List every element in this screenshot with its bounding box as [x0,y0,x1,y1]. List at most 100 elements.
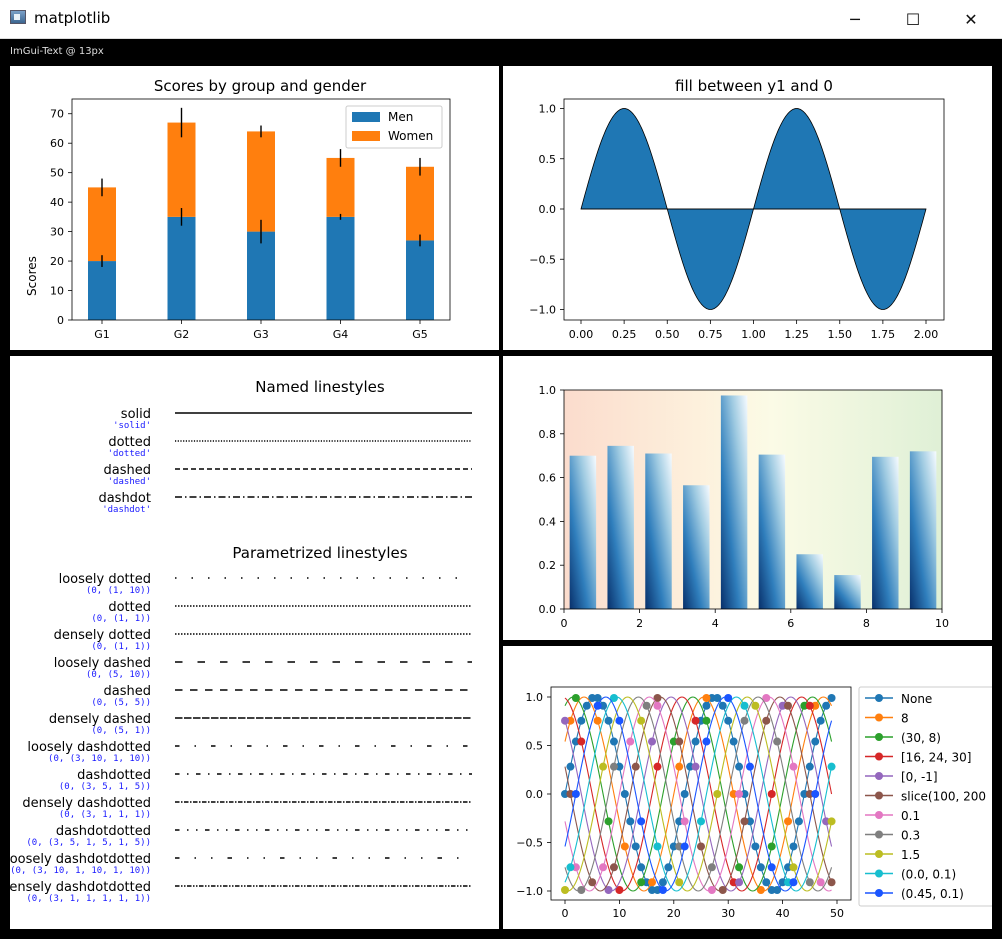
markevery-legend-marker [875,869,883,878]
markevery-marker [577,737,586,746]
women-bar [326,157,355,217]
fill-xtick-label: 0.25 [612,328,637,341]
markevery-marker [609,693,618,702]
close-button[interactable]: ✕ [964,9,978,29]
param-linestyle-label: loosely dashdotted [27,740,151,755]
scores-title: Scores by group and gender [154,77,367,95]
fill-ytick-label: −1.0 [529,304,556,317]
fill-panel: fill between y1 and 0 0.00 0.25 0.50 0.75 1.… [503,66,992,350]
markevery-xtick-label: 0 [562,907,569,920]
fill-ytick-label: 0.5 [539,153,557,166]
param-linestyle-spec: (0, (3, 1, 1, 1, 1, 1)) [26,894,151,904]
markevery-series-line [564,696,833,892]
legend-swatch-women [352,131,380,141]
scores-xtick-label: G1 [94,328,110,341]
markevery-legend-label: None [901,692,932,706]
imgui-text-label: ImGui-Text @ 13px [10,46,104,57]
markevery-marker [789,863,798,872]
markevery-legend-marker [875,752,883,761]
scores-xtick-label: G3 [253,328,269,341]
gradient-xtick-label: 2 [636,617,643,630]
markevery-series-line [564,696,833,892]
legend-women: Women [388,129,433,143]
markevery-marker [827,693,836,702]
women-bar [406,166,434,241]
markevery-marker [751,701,760,710]
markevery-marker [680,842,689,851]
markevery-marker [593,693,602,702]
scores-ytick-label: 70 [50,108,64,121]
markevery-marker [773,886,782,895]
named-linestyle-label: solid [121,407,151,422]
param-linestyle-spec: (0, (1, 10)) [86,586,151,596]
markevery-marker [609,762,618,771]
gradient-ytick-label: 0.2 [539,559,557,572]
markevery-marker [718,886,727,895]
markevery-marker [571,790,580,798]
markevery-ytick-label: 1.0 [526,691,544,704]
markevery-marker [691,762,700,771]
param-linestyle-spec: (0, (3, 10, 1, 10)) [48,754,151,764]
markevery-marker [626,817,635,826]
markevery-marker [827,762,836,771]
gradient-axes-frame [563,389,943,610]
markevery-marker [729,737,738,746]
param-linestyle-label: densely dashdotted [22,796,151,811]
param-linestyle-spec: (0, (3, 5, 1, 5, 1, 5)) [26,838,151,848]
maximize-button[interactable]: ☐ [905,9,921,29]
markevery-marker [784,817,793,826]
fill-ytick-label: 1.0 [539,103,557,116]
markevery-marker [561,716,569,725]
markevery-marker [653,701,662,710]
markevery-marker [637,878,646,887]
markevery-marker [577,886,586,895]
markevery-marker [653,762,662,771]
markevery-marker [707,863,716,872]
markevery-marker [577,716,586,725]
markevery-marker [642,701,651,710]
markevery-legend: None 8 (30, 8) [16, 24, 30] [0, -1] slice(100… [858,686,992,907]
markevery-legend-label: 1.5 [901,848,920,862]
param-linestyle-spec: (0, (1, 1)) [91,614,151,624]
fill-ytick-label: −0.5 [529,253,556,266]
scores-ylabel: Scores [25,256,39,296]
men-bar [326,216,355,320]
women-bar [88,187,116,262]
window-titlebar: matplotlib ─ ☐ ✕ [0,0,1002,39]
named-linestyle-label: dotted [108,435,151,450]
markevery-legend-marker [875,830,883,839]
markevery-marker [816,878,825,887]
markevery-marker [675,762,684,771]
scores-ytick-label: 10 [50,285,64,298]
gradient-xtick-label: 8 [863,617,870,630]
scores-xtick-label: G4 [333,328,349,341]
markevery-xtick-label: 30 [721,907,735,920]
named-linestyles-title: Named linestyles [255,378,385,396]
param-linestyle-label: dashdotdotted [56,824,151,839]
women-bar [247,131,275,232]
markevery-legend-marker [875,791,883,800]
fill-axes-frame [563,98,945,321]
named-linestyle-spec: 'solid' [113,421,151,431]
markevery-legend-label: 8 [901,712,909,726]
gradient-bar [909,451,937,609]
markevery-marker [637,817,646,826]
param-linestyle-label: densely dashed [49,712,151,727]
markevery-marker [822,701,831,710]
fill-xtick-label: 0.75 [698,328,723,341]
markevery-marker [756,863,765,872]
markevery-marker [604,817,613,826]
markevery-ytick-label: 0.5 [526,740,544,753]
markevery-marker [724,716,733,725]
gradient-bar [683,485,710,609]
fill-ytick-label: 0.0 [539,203,557,216]
minimize-button[interactable]: ─ [850,9,860,29]
named-linestyle-spec: 'dashdot' [102,505,151,515]
markevery-ytick-label: −1.0 [516,885,543,898]
markevery-marker [816,716,825,725]
markevery-series-line [564,696,833,892]
markevery-marker [680,790,689,798]
gradient-bars-panel: 0 2 4 6 8 10 0.0 0.2 0.4 0.6 0.8 1.0 [503,356,992,640]
markevery-marker [691,716,700,725]
markevery-xtick-label: 20 [667,907,681,920]
